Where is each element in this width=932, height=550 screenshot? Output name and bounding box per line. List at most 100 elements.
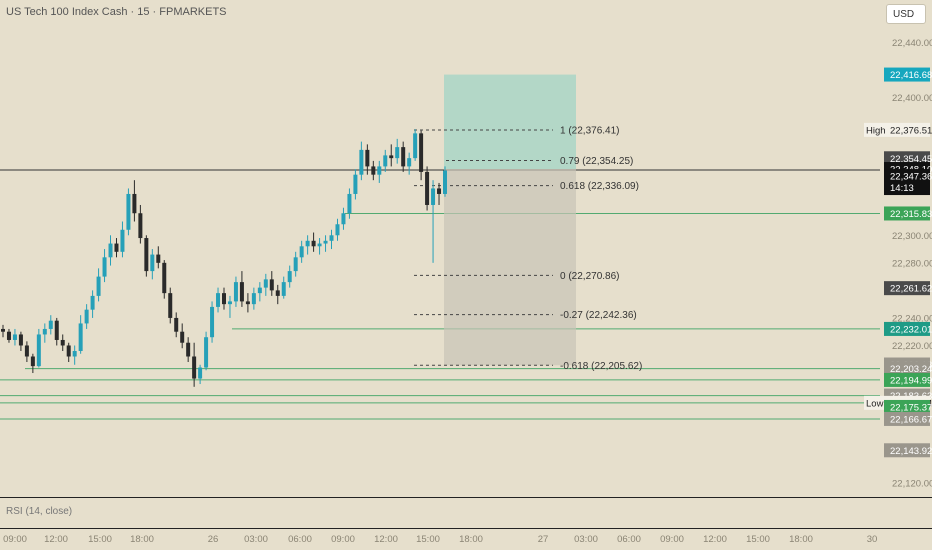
time-tick-label: 06:00 (288, 534, 312, 545)
candle-body (210, 306, 215, 338)
fib-level-label: 0.618 (22,336.09) (560, 181, 639, 192)
price-tick-label: 22,120.00 (892, 479, 932, 490)
countdown-label: 14:13 (890, 183, 914, 194)
price-label-box (884, 321, 930, 336)
price-label: 22,354.45 (890, 154, 932, 165)
time-tick-label: 03:00 (244, 534, 268, 545)
time-tick-label: 26 (208, 534, 219, 545)
candle-body (114, 243, 119, 252)
candle-body (257, 287, 262, 294)
price-label: 22,376.51 (890, 125, 932, 136)
candle-body (383, 155, 388, 167)
price-tick-label: 22,240.00 (892, 313, 932, 324)
candle-body (54, 320, 59, 340)
indicator-divider[interactable] (0, 497, 932, 498)
candle-body (287, 271, 292, 283)
candle-body (168, 293, 173, 318)
candle-body (353, 174, 358, 194)
candle-body (180, 331, 185, 343)
candle-body (144, 238, 149, 272)
candle-body (126, 193, 131, 230)
candle-body (186, 342, 191, 357)
candle-body (389, 155, 394, 159)
candle-body (431, 188, 436, 205)
candle-body (251, 293, 256, 305)
candle-body (120, 229, 125, 252)
time-tick-label: 18:00 (130, 534, 154, 545)
candle-body (12, 334, 17, 340)
stop-zone[interactable] (444, 169, 576, 366)
candle-body (96, 276, 101, 296)
chart-title: US Tech 100 Index Cash · 15 · FPMARKETS (6, 6, 227, 18)
candle-body (192, 356, 197, 379)
fibonacci-retracement[interactable]: 1 (22,376.41) 0.79 (22,354.25) 0.618 (22,3… (414, 126, 642, 372)
candle-body (305, 240, 310, 247)
price-label-box (884, 443, 930, 458)
price-label-box (884, 411, 930, 426)
candle-body (90, 295, 95, 310)
candle-body (174, 317, 179, 332)
price-tick-label: 22,220.00 (892, 341, 932, 352)
candle-body (425, 171, 430, 205)
candle-body (156, 254, 161, 263)
time-tick-label: 30 (867, 534, 878, 545)
price-label-box (884, 281, 930, 296)
price-axis[interactable]: 22,440.00 22,400.00 22,300.00 22,280.00 22,2… (864, 38, 932, 490)
currency-button[interactable]: USD (886, 4, 926, 24)
target-zone[interactable] (444, 74, 576, 170)
candle-body (413, 133, 418, 159)
fib-level-label: -0.27 (22,242.36) (560, 310, 637, 321)
rsi-indicator-label[interactable]: RSI (14, close) (6, 506, 73, 517)
price-label: 22,166.67 (890, 414, 932, 425)
position-zones (444, 74, 576, 366)
time-tick-label: 06:00 (617, 534, 641, 545)
candle-body (377, 166, 382, 175)
candle-body (245, 301, 250, 305)
candle-body (371, 166, 376, 175)
time-tick-label: 15:00 (88, 534, 112, 545)
price-tick-label: 22,440.00 (892, 38, 932, 49)
price-label: 22,203.24 (890, 364, 932, 375)
candle-body (239, 282, 244, 302)
candle-body (401, 147, 406, 167)
candle-body (138, 213, 143, 239)
price-tag: High (866, 125, 886, 136)
candle-body (299, 246, 304, 258)
time-tick-label: 18:00 (789, 534, 813, 545)
price-label-box (884, 372, 930, 387)
candle-body (102, 257, 107, 277)
time-axis[interactable]: 09:00 12:00 15:00 18:00 26 03:00 06:00 09:00 12:… (3, 534, 877, 545)
candle-body (365, 149, 370, 167)
fib-level-label: -0.618 (22,205.62) (560, 361, 642, 372)
candle-body (18, 334, 23, 346)
candle-body (132, 193, 137, 214)
candle-body (150, 254, 155, 272)
candle-body (359, 149, 364, 175)
candle-body (347, 193, 352, 214)
time-tick-label: 15:00 (746, 534, 770, 545)
time-tick-label: 27 (538, 534, 549, 545)
candle-body (6, 331, 11, 340)
time-tick-label: 09:00 (660, 534, 684, 545)
candle-body (60, 339, 65, 346)
candle-body (204, 337, 209, 368)
candle-body (335, 224, 340, 236)
time-tick-label: 18:00 (459, 534, 483, 545)
fib-level-label: 0.79 (22,354.25) (560, 156, 633, 167)
price-label-box (884, 169, 930, 196)
price-tag-box (864, 395, 884, 410)
candle-body (84, 309, 89, 324)
price-tick-label: 22,400.00 (892, 93, 932, 104)
time-tick-label: 12:00 (44, 534, 68, 545)
time-tick-label: 09:00 (3, 534, 27, 545)
price-label: 22,143.92 (890, 446, 932, 457)
candle-body (108, 243, 113, 258)
candle-body (66, 345, 71, 357)
price-tick-label: 22,280.00 (892, 258, 932, 269)
candle-body (162, 262, 167, 294)
candle-body (36, 334, 41, 367)
candle-body (419, 133, 424, 172)
price-label-box (884, 399, 930, 414)
candle-body (275, 290, 280, 296)
